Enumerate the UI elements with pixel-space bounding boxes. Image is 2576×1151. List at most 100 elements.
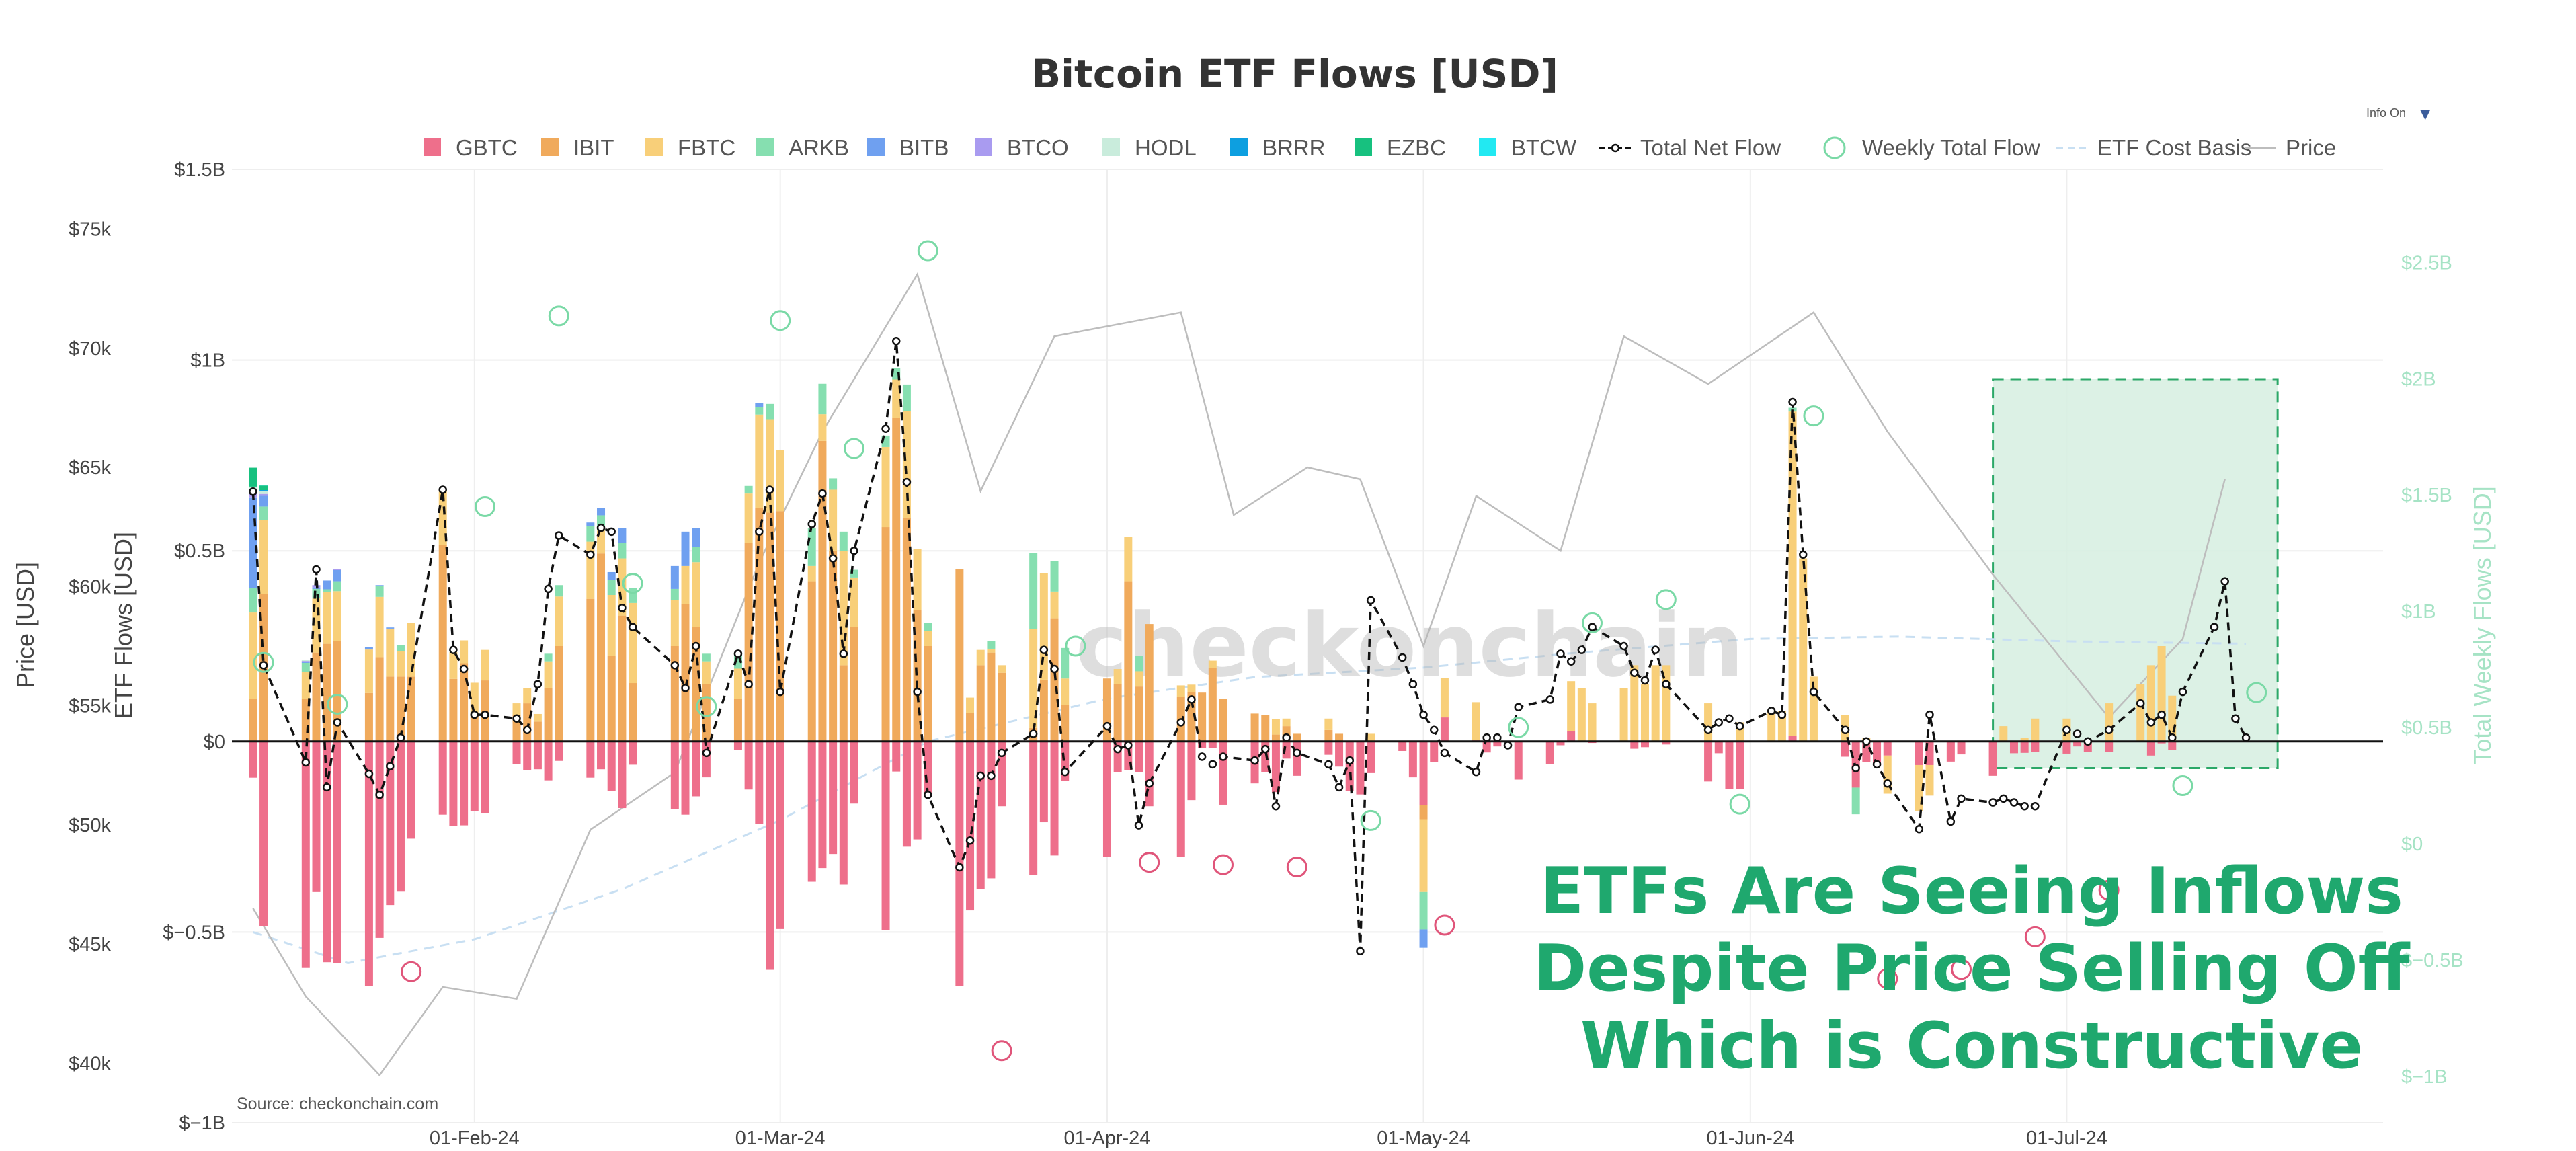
- legend-label: FBTC: [678, 135, 735, 160]
- bar-gbtc: [1219, 741, 1227, 805]
- bar-gbtc: [1567, 731, 1576, 742]
- bar-fbtc: [1208, 660, 1217, 668]
- bar-arkb: [555, 585, 563, 597]
- bar-ibit: [1419, 805, 1428, 820]
- net-flow-point: [1799, 550, 1808, 559]
- bar-fbtc: [618, 558, 627, 616]
- net-flow-point: [2231, 714, 2240, 723]
- bar-fbtc: [2146, 665, 2155, 742]
- bar-ibit: [1335, 733, 1344, 742]
- price-tick-label: $70k: [69, 338, 111, 360]
- bar-ibit: [1293, 733, 1301, 742]
- bar-ibit: [1250, 713, 1259, 742]
- weekly-flow-marker: [843, 438, 864, 459]
- net-flow-point: [1366, 596, 1375, 605]
- price-line: [252, 272, 2226, 1077]
- annotation: ETFs Are Seeing Inflows Despite Price Se…: [1533, 855, 2410, 1083]
- weekly-flow-marker: [1286, 857, 1307, 878]
- axes: $1.5B $1B $0.5B $0 $−0.5B $−1B $75k $70k $65k $60…: [69, 159, 2464, 1149]
- weekly-tick-label: $1.5B: [2401, 485, 2452, 506]
- net-flow-point: [881, 424, 890, 433]
- bar-arkb: [670, 588, 679, 600]
- bar-ibit: [555, 646, 563, 742]
- bar-fbtc: [364, 649, 373, 693]
- net-flow-point: [628, 623, 637, 631]
- bar-fbtc: [818, 414, 827, 441]
- bar-gbtc: [1556, 741, 1565, 746]
- bar-fbtc: [1651, 665, 1660, 742]
- bar-fbtc: [2136, 684, 2145, 742]
- net-flow-point: [1493, 733, 1502, 742]
- net-flow-point: [1408, 680, 1418, 688]
- x-tick-label: 01-Apr-24: [1063, 1127, 1150, 1149]
- legend-label: GBTC: [456, 135, 518, 160]
- chevron-down-icon[interactable]: ▼: [2420, 106, 2431, 122]
- bar-gbtc: [533, 741, 542, 770]
- bar-fbtc: [460, 640, 469, 664]
- net-flow-point: [1124, 741, 1133, 750]
- y-tick-label: $0.5B: [174, 541, 225, 562]
- net-flow-point: [1440, 748, 1449, 758]
- bar-bitb: [1419, 929, 1428, 948]
- bar-fbtc: [333, 591, 341, 641]
- y-tick-label: $−1B: [179, 1113, 225, 1134]
- net-flow-point: [1809, 687, 1818, 697]
- bar-fbtc: [301, 672, 310, 699]
- net-flow-point: [987, 771, 996, 781]
- weekly-flow-marker: [1803, 405, 1824, 427]
- bar-gbtc: [902, 741, 911, 847]
- bar-bitb: [375, 585, 384, 586]
- bar-fbtc: [913, 549, 922, 610]
- bar-fbtc: [1999, 726, 2008, 742]
- bar-ibit: [629, 683, 637, 742]
- net-flow-point: [1419, 710, 1428, 719]
- weekly-flow-marker: [548, 305, 569, 327]
- bar-arkb: [755, 407, 764, 415]
- bar-bitb: [755, 403, 764, 407]
- bar-fbtc: [987, 648, 996, 653]
- bar-gbtc: [1714, 741, 1723, 754]
- info-toggle-label[interactable]: Info On: [2366, 106, 2406, 120]
- bar-fbtc: [555, 596, 563, 646]
- bar-ibit: [744, 543, 753, 742]
- bar-ibit: [1113, 684, 1122, 742]
- bar-fbtc: [396, 651, 405, 677]
- net-flow-point: [807, 520, 816, 528]
- weekly-flow-marker: [1139, 852, 1160, 873]
- bar-gbtc: [1102, 741, 1111, 857]
- bar-gbtc: [1398, 741, 1407, 751]
- bar-ibit: [839, 665, 848, 742]
- net-flow-point: [533, 680, 542, 688]
- info-toggle[interactable]: Info On ▼: [2366, 106, 2431, 122]
- bar-gbtc: [597, 741, 606, 770]
- net-flow-point: [1176, 718, 1186, 727]
- y-axis-title-price: Price [USD]: [11, 562, 39, 688]
- bar-fbtc: [1061, 678, 1070, 705]
- bar-gbtc: [449, 741, 458, 826]
- bar-gbtc: [1788, 736, 1797, 742]
- net-flow-point: [1883, 779, 1892, 788]
- bar-ibit: [249, 699, 257, 742]
- bar-fbtc: [259, 520, 268, 594]
- bar-arkb: [1061, 647, 1070, 679]
- bar-gbtc: [544, 741, 553, 781]
- net-flow-point: [1398, 653, 1407, 662]
- legend-swatch: [645, 138, 663, 156]
- bar-gbtc: [1640, 741, 1649, 748]
- bar-fbtc: [1619, 688, 1628, 742]
- net-flow-point: [828, 554, 838, 563]
- bar-btco: [333, 569, 341, 570]
- bar-bitb: [597, 508, 606, 516]
- bar-fbtc: [776, 450, 784, 512]
- bar-gbtc: [1050, 741, 1059, 856]
- bar-fbtc: [449, 652, 458, 679]
- bar-arkb: [766, 403, 774, 420]
- x-tick-label: 01-Feb-24: [430, 1127, 520, 1149]
- net-flow-point: [1915, 825, 1924, 834]
- legend-item-btcw: BTCW: [1479, 135, 1577, 160]
- net-flow-point: [1503, 741, 1513, 750]
- bar-fbtc: [323, 592, 331, 644]
- legend-label: Total Net Flow: [1640, 135, 1781, 160]
- bar-gbtc: [1293, 741, 1301, 776]
- bar-bitb: [323, 580, 331, 590]
